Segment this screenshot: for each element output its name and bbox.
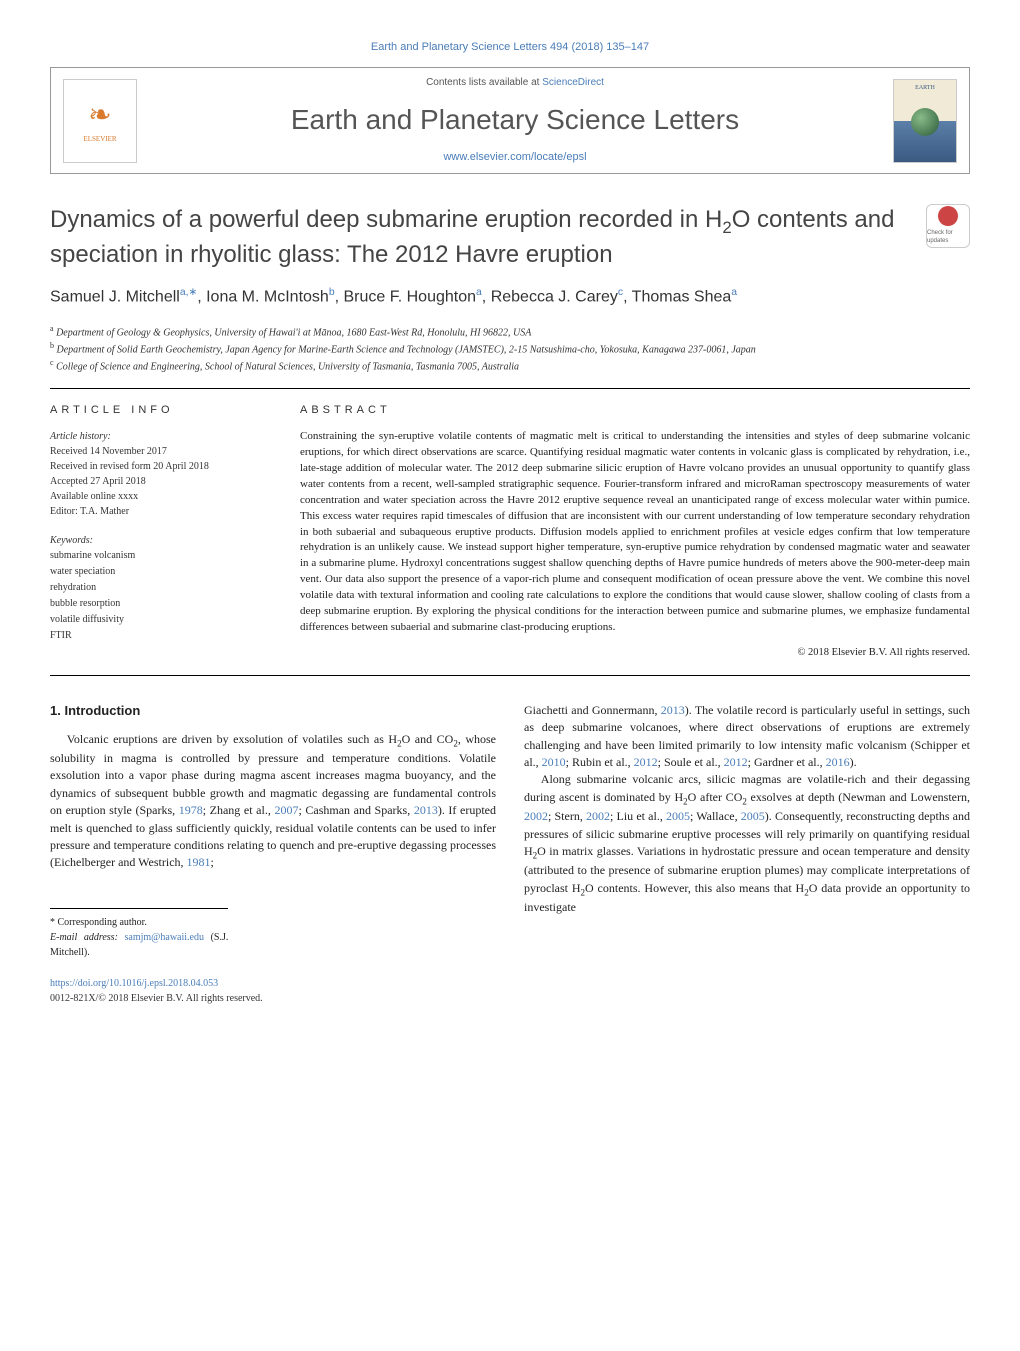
article-title: Dynamics of a powerful deep submarine er… [50,204,906,270]
ref-rubin-2012[interactable]: 2012 [634,755,658,769]
keyword: FTIR [50,628,270,644]
ref-schipper-2010[interactable]: 2010 [542,755,566,769]
journal-masthead: ❧ ELSEVIER Contents lists available at S… [50,67,970,174]
ref-cashman-2013[interactable]: 2013 [414,803,438,817]
corresponding-author-note: * Corresponding author. [50,915,228,930]
ref-soule-2012[interactable]: 2012 [724,755,748,769]
history-line: Editor: T.A. Mather [50,504,270,519]
ref-giachetti-2013[interactable]: 2013 [661,703,685,717]
contents-available-line: Contents lists available at ScienceDirec… [149,76,881,90]
ref-gardner-2016[interactable]: 2016 [826,755,850,769]
affiliations: a Department of Geology & Geophysics, Un… [50,323,970,375]
publisher-logo: ❧ ELSEVIER [63,79,137,163]
crossmark-badge[interactable]: Check for updates [926,204,970,248]
issn-copyright-line: 0012-821X/© 2018 Elsevier B.V. All right… [50,993,263,1004]
history-line: Accepted 27 April 2018 [50,474,270,489]
article-history: Article history: Received 14 November 20… [50,429,270,519]
body-text: 1. Introduction Volcanic eruptions are d… [50,702,970,960]
article-info-label: ARTICLE INFO [50,403,270,418]
ref-sparks-1978[interactable]: 1978 [179,803,203,817]
masthead-center: Contents lists available at ScienceDirec… [137,76,893,165]
contents-prefix: Contents lists available at [426,77,542,88]
keyword: bubble resorption [50,596,270,612]
journal-cover-thumbnail: EARTH [893,79,957,163]
author-list: Samuel J. Mitchella,∗, Iona M. McIntoshb… [50,286,970,309]
intro-paragraph-1: Volcanic eruptions are driven by exsolut… [50,731,496,872]
title-part1: Dynamics of a powerful deep submarine er… [50,206,722,233]
ref-newman-2002[interactable]: 2002 [524,809,548,823]
author-email-link[interactable]: samjm@hawaii.edu [125,932,204,943]
history-line: Available online xxxx [50,489,270,504]
intro-paragraph-3: Along submarine volcanic arcs, silicic m… [524,771,970,916]
article-info-column: ARTICLE INFO Article history: Received 1… [50,403,270,660]
keyword: volatile diffusivity [50,612,270,628]
divider [50,675,970,676]
ref-zhang-2007[interactable]: 2007 [274,803,298,817]
keyword: submarine volcanism [50,548,270,564]
keywords-heading: Keywords: [50,533,270,548]
running-header: Earth and Planetary Science Letters 494 … [50,40,970,55]
affiliation-line: b Department of Solid Earth Geochemistry… [50,340,970,357]
affiliation-line: a Department of Geology & Geophysics, Un… [50,323,970,340]
crossmark-icon [938,206,958,226]
keywords-block: Keywords: submarine volcanismwater speci… [50,533,270,644]
email-line: E-mail address: samjm@hawaii.edu (S.J. M… [50,930,228,960]
abstract-label: ABSTRACT [300,403,970,418]
journal-homepage-link[interactable]: www.elsevier.com/locate/epsl [149,150,881,165]
section-1-heading: 1. Introduction [50,702,496,721]
globe-icon [911,108,939,136]
affiliation-line: c College of Science and Engineering, Sc… [50,357,970,374]
crossmark-label: Check for updates [927,229,969,246]
doi-link[interactable]: https://doi.org/10.1016/j.epsl.2018.04.0… [50,978,218,989]
cover-title-text: EARTH [915,84,935,92]
ref-stern-2002[interactable]: 2002 [586,809,610,823]
abstract-column: ABSTRACT Constraining the syn-eruptive v… [300,403,970,660]
ref-liu-2005[interactable]: 2005 [666,809,690,823]
abstract-copyright: © 2018 Elsevier B.V. All rights reserved… [300,646,970,661]
footnotes: * Corresponding author. E-mail address: … [50,908,228,960]
publisher-name: ELSEVIER [83,135,116,145]
history-line: Received in revised form 20 April 2018 [50,459,270,474]
history-line: Received 14 November 2017 [50,444,270,459]
ref-eichelberger-1981[interactable]: 1981 [187,855,211,869]
history-heading: Article history: [50,429,270,444]
keyword: rehydration [50,580,270,596]
journal-name: Earth and Planetary Science Letters [149,100,881,139]
divider [50,388,970,389]
keyword: water speciation [50,564,270,580]
sciencedirect-link[interactable]: ScienceDirect [542,77,604,88]
title-sub1: 2 [722,218,731,237]
footer-metadata: https://doi.org/10.1016/j.epsl.2018.04.0… [50,976,970,1006]
abstract-text: Constraining the syn-eruptive volatile c… [300,429,970,636]
intro-paragraph-2: Giachetti and Gonnermann, 2013). The vol… [524,702,970,772]
tree-icon: ❧ [88,96,111,135]
ref-wallace-2005[interactable]: 2005 [741,809,765,823]
